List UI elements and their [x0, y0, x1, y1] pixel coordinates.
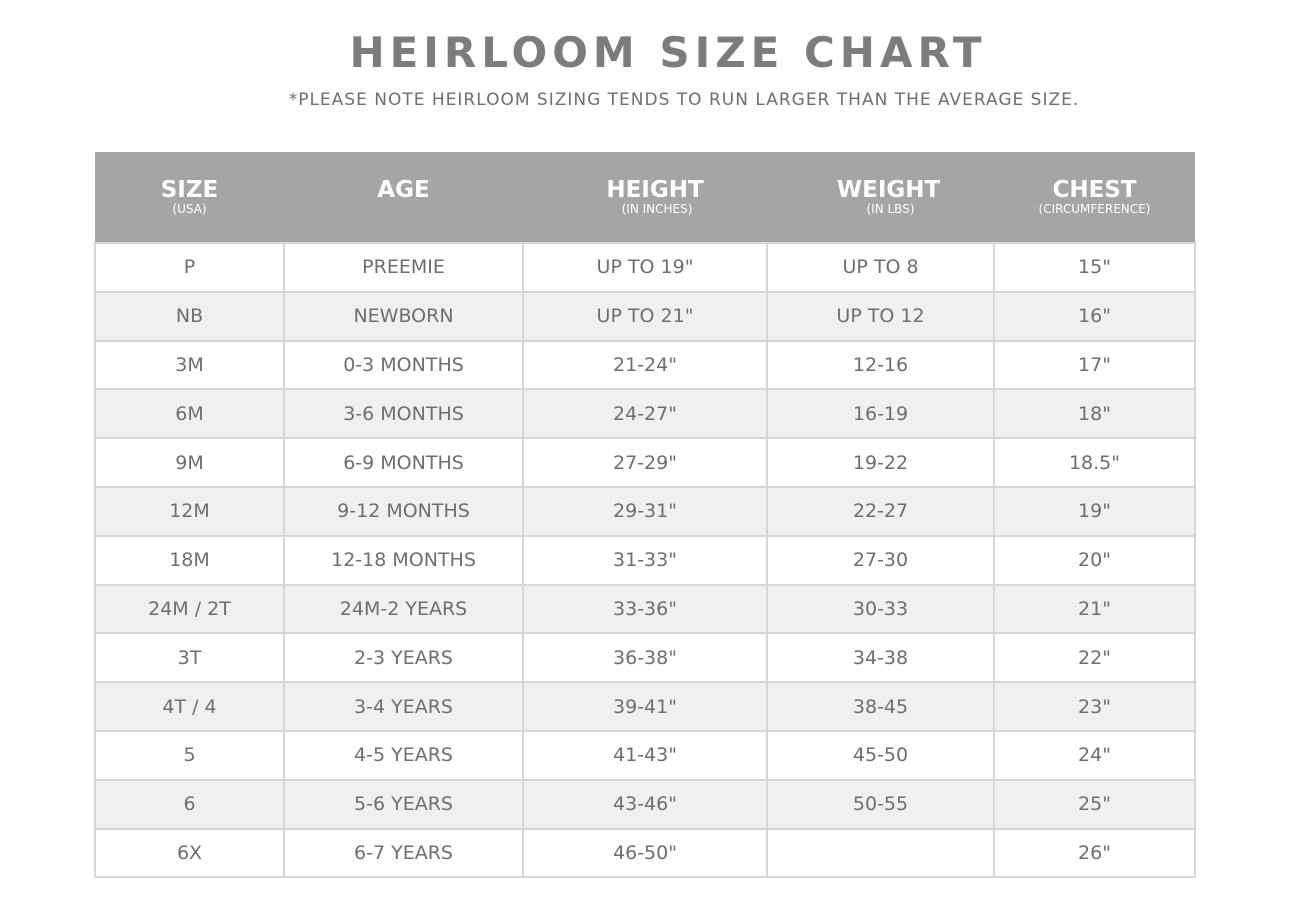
cell-age: 2-3 YEARS	[283, 632, 524, 684]
cell-age: 3-4 YEARS	[283, 681, 524, 732]
column-sublabel: (USA)	[172, 202, 207, 216]
cell-weight: 12-16	[766, 339, 995, 391]
cell-chest: 19"	[993, 485, 1196, 537]
column-sublabel: (IN INCHES)	[621, 202, 693, 216]
cell-size: 6X	[94, 827, 285, 879]
table-row: 24M / 2T 24M-2 YEARS 33-36" 30-33 21"	[94, 583, 1196, 635]
cell-height: 21-24"	[522, 339, 768, 391]
cell-height: 31-33"	[522, 534, 768, 586]
cell-weight: 50-55	[766, 778, 995, 830]
page-title: HEIRLOOM SIZE CHART	[349, 28, 987, 77]
cell-chest: 16"	[993, 290, 1196, 342]
cell-weight: 27-30	[766, 534, 995, 586]
column-label: AGE	[377, 177, 430, 203]
cell-size: 6M	[94, 388, 285, 440]
column-label: SIZE	[160, 177, 219, 203]
cell-height: 24-27"	[522, 388, 768, 440]
table-row: 3M 0-3 MONTHS 21-24" 12-16 17"	[94, 339, 1196, 391]
cell-size: 3M	[94, 339, 285, 391]
size-chart-table: SIZE (USA) AGE HEIGHT (IN INCHES) WEIGHT (IN L…	[94, 152, 1196, 879]
cell-height: 29-31"	[522, 485, 768, 537]
cell-chest: 15"	[993, 242, 1196, 293]
table-row: 3T 2-3 YEARS 36-38" 34-38 22"	[94, 632, 1196, 684]
cell-age: 5-6 YEARS	[283, 778, 524, 830]
cell-size: 6	[94, 778, 285, 830]
cell-chest: 21"	[993, 583, 1196, 635]
cell-age: 4-5 YEARS	[283, 729, 524, 781]
cell-weight: 45-50	[766, 729, 995, 781]
cell-height: 39-41"	[522, 681, 768, 732]
column-label: HEIGHT	[606, 177, 704, 203]
cell-age: 6-7 YEARS	[283, 827, 524, 879]
cell-age: 0-3 MONTHS	[283, 339, 524, 391]
cell-weight: 19-22	[766, 437, 995, 488]
table-row: 18M 12-18 MONTHS 31-33" 27-30 20"	[94, 534, 1196, 586]
cell-height: 41-43"	[522, 729, 768, 781]
cell-height: UP TO 21"	[522, 290, 768, 342]
cell-weight: UP TO 8	[766, 242, 995, 293]
cell-chest: 23"	[993, 681, 1196, 732]
cell-chest: 20"	[993, 534, 1196, 586]
cell-size: 9M	[94, 437, 285, 488]
cell-age: 6-9 MONTHS	[283, 437, 524, 488]
table-row: 9M 6-9 MONTHS 27-29" 19-22 18.5"	[94, 437, 1196, 488]
table-row: 5 4-5 YEARS 41-43" 45-50 24"	[94, 729, 1196, 781]
cell-weight: 34-38	[766, 632, 995, 684]
cell-size: 24M / 2T	[94, 583, 285, 635]
cell-weight: 16-19	[766, 388, 995, 440]
cell-weight: 30-33	[766, 583, 995, 635]
cell-weight	[766, 827, 995, 879]
cell-size: 5	[94, 729, 285, 781]
cell-size: NB	[94, 290, 285, 342]
table-row: 12M 9-12 MONTHS 29-31" 22-27 19"	[94, 485, 1196, 537]
cell-weight: 22-27	[766, 485, 995, 537]
cell-chest: 24"	[993, 729, 1196, 781]
cell-chest: 17"	[993, 339, 1196, 391]
table-row: P PREEMIE UP TO 19" UP TO 8 15"	[94, 242, 1196, 293]
cell-size: 4T / 4	[94, 681, 285, 732]
cell-height: 33-36"	[522, 583, 768, 635]
column-label: CHEST	[1052, 177, 1137, 203]
cell-size: 3T	[94, 632, 285, 684]
table-row: NB NEWBORN UP TO 21" UP TO 12 16"	[94, 290, 1196, 342]
cell-height: UP TO 19"	[522, 242, 768, 293]
table-row: 4T / 4 3-4 YEARS 39-41" 38-45 23"	[94, 681, 1196, 732]
column-header-chest: CHEST (CIRCUMFERENCE)	[994, 152, 1195, 243]
table-row: 6 5-6 YEARS 43-46" 50-55 25"	[94, 778, 1196, 830]
cell-weight: UP TO 12	[766, 290, 995, 342]
cell-chest: 22"	[993, 632, 1196, 684]
column-header-age: AGE	[284, 152, 523, 243]
cell-chest: 25"	[993, 778, 1196, 830]
cell-age: 12-18 MONTHS	[283, 534, 524, 586]
cell-size: 12M	[94, 485, 285, 537]
cell-height: 46-50"	[522, 827, 768, 879]
cell-chest: 18"	[993, 388, 1196, 440]
cell-age: 24M-2 YEARS	[283, 583, 524, 635]
cell-size: P	[94, 242, 285, 293]
cell-age: 3-6 MONTHS	[283, 388, 524, 440]
header-row: SIZE (USA) AGE HEIGHT (IN INCHES) WEIGHT (IN L…	[95, 152, 1195, 243]
column-label: WEIGHT	[836, 177, 941, 203]
cell-age: 9-12 MONTHS	[283, 485, 524, 537]
sizing-note: *PLEASE NOTE HEIRLOOM SIZING TENDS TO RU…	[288, 90, 1080, 110]
cell-size: 18M	[94, 534, 285, 586]
column-sublabel: (IN LBS)	[866, 202, 915, 216]
table-row: 6X 6-7 YEARS 46-50" 26"	[94, 827, 1196, 879]
table-row: 6M 3-6 MONTHS 24-27" 16-19 18"	[94, 388, 1196, 440]
column-sublabel: (CIRCUMFERENCE)	[1038, 202, 1151, 216]
cell-height: 27-29"	[522, 437, 768, 488]
cell-chest: 18.5"	[993, 437, 1196, 488]
cell-height: 36-38"	[522, 632, 768, 684]
cell-weight: 38-45	[766, 681, 995, 732]
cell-height: 43-46"	[522, 778, 768, 830]
column-header-height: HEIGHT (IN INCHES)	[523, 152, 767, 243]
cell-age: NEWBORN	[283, 290, 524, 342]
column-header-size: SIZE (USA)	[95, 152, 284, 243]
cell-age: PREEMIE	[283, 242, 524, 293]
column-header-weight: WEIGHT (IN LBS)	[767, 152, 994, 243]
cell-chest: 26"	[993, 827, 1196, 879]
